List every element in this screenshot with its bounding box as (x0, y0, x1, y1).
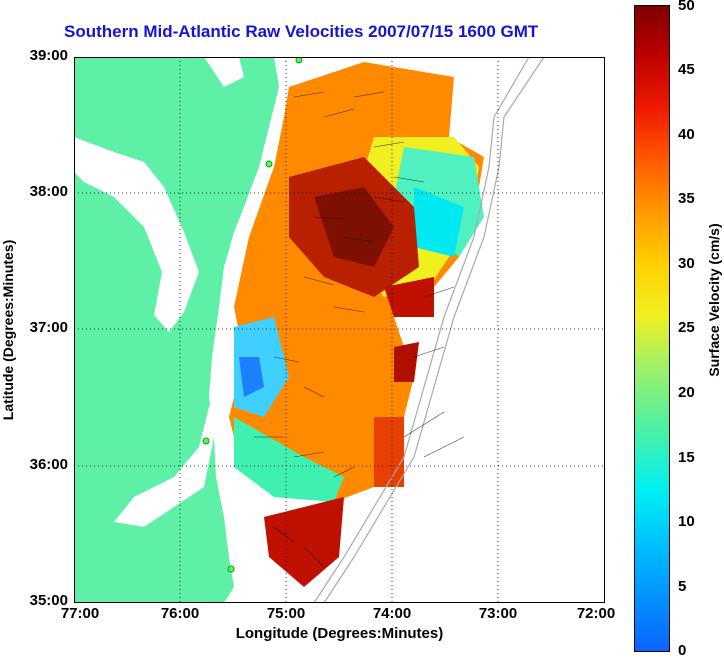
y-axis-label: Latitude (Degrees:Minutes) (0, 239, 16, 421)
velocity-arrows (254, 91, 465, 568)
chesapeake-bay (74, 137, 199, 332)
map-title: Southern Mid-Atlantic Raw Velocities 200… (64, 22, 539, 41)
velocity-field (229, 62, 484, 587)
colorbar-tick: 25 (678, 319, 695, 336)
map-canvas (74, 57, 605, 603)
x-tick: 75:00 (266, 605, 306, 622)
colorbar (634, 5, 670, 652)
x-tick: 72:00 (576, 605, 616, 622)
x-tick: 73:00 (478, 605, 518, 622)
delaware-bay (204, 57, 244, 87)
bathymetry-contours (313, 57, 545, 603)
y-tick: 37:00 (29, 319, 68, 336)
colorbar-tick: 10 (678, 513, 695, 530)
sound-water (114, 387, 224, 527)
x-tick: 76:00 (160, 605, 200, 622)
colorbar-label: Surface Velocity (cm/s) (706, 223, 722, 377)
y-tick: 36:00 (29, 456, 68, 473)
radar-site-marker (265, 160, 273, 168)
colorbar-tick: 35 (678, 190, 695, 207)
colorbar-tick: 20 (678, 384, 695, 401)
colorbar-tick: 0 (678, 642, 687, 659)
y-tick: 39:00 (29, 47, 68, 64)
radar-sites (202, 57, 303, 573)
colorbar-tick: 45 (678, 61, 695, 78)
colorbar-tick: 5 (678, 578, 687, 595)
radar-site-marker (295, 57, 303, 64)
y-tick: 35:00 (29, 592, 68, 609)
x-tick: 77:00 (60, 605, 100, 622)
grid-lines (74, 57, 605, 603)
x-tick: 74:00 (372, 605, 412, 622)
map-area (74, 57, 605, 603)
x-axis-label: Longitude (Degrees:Minutes) (235, 625, 444, 642)
colorbar-tick: 40 (678, 126, 695, 143)
colorbar-tick: 30 (678, 255, 695, 272)
y-tick: 38:00 (29, 183, 68, 200)
colorbar-tick: 15 (678, 449, 695, 466)
radar-site-marker (202, 437, 210, 445)
radar-site-marker (227, 565, 235, 573)
colorbar-tick: 50 (678, 0, 695, 14)
